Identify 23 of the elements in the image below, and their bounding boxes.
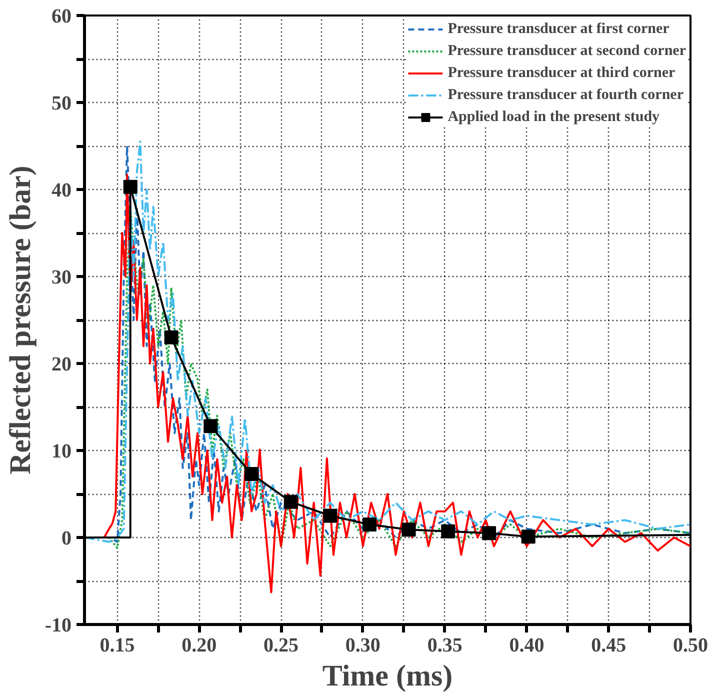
x-tick-label: 0.20	[182, 634, 217, 656]
y-tick-label: 60	[52, 6, 72, 28]
legend-label: Pressure transducer at first corner	[448, 20, 670, 38]
y-tick-label: 10	[52, 440, 72, 462]
y-tick-label: -10	[44, 614, 72, 636]
legend-label: Pressure transducer at third corner	[448, 64, 676, 82]
x-tick-label: 0.35	[427, 634, 462, 656]
legend-label: Pressure transducer at second corner	[448, 42, 686, 60]
y-tick-label: 0	[62, 528, 72, 550]
x-axis-title: Time (ms)	[322, 660, 453, 692]
legend-label: Applied load in the present study	[448, 108, 660, 126]
x-tick-label: 0.30	[345, 634, 380, 656]
x-tick-label: 0.25	[264, 634, 299, 656]
y-tick-label: 50	[52, 92, 72, 114]
y-tick-label: 40	[52, 180, 72, 202]
legend-label: Pressure transducer at fourth corner	[448, 86, 684, 104]
y-axis-title: Reflected pressure (bar)	[4, 166, 37, 474]
x-tick-label: 0.50	[673, 634, 708, 656]
x-tick-label: 0.40	[509, 634, 544, 656]
x-tick-label: 0.45	[591, 634, 626, 656]
x-tick-label: 0.15	[100, 634, 135, 656]
y-tick-label: 30	[52, 266, 72, 288]
y-tick-label: 20	[52, 354, 72, 376]
